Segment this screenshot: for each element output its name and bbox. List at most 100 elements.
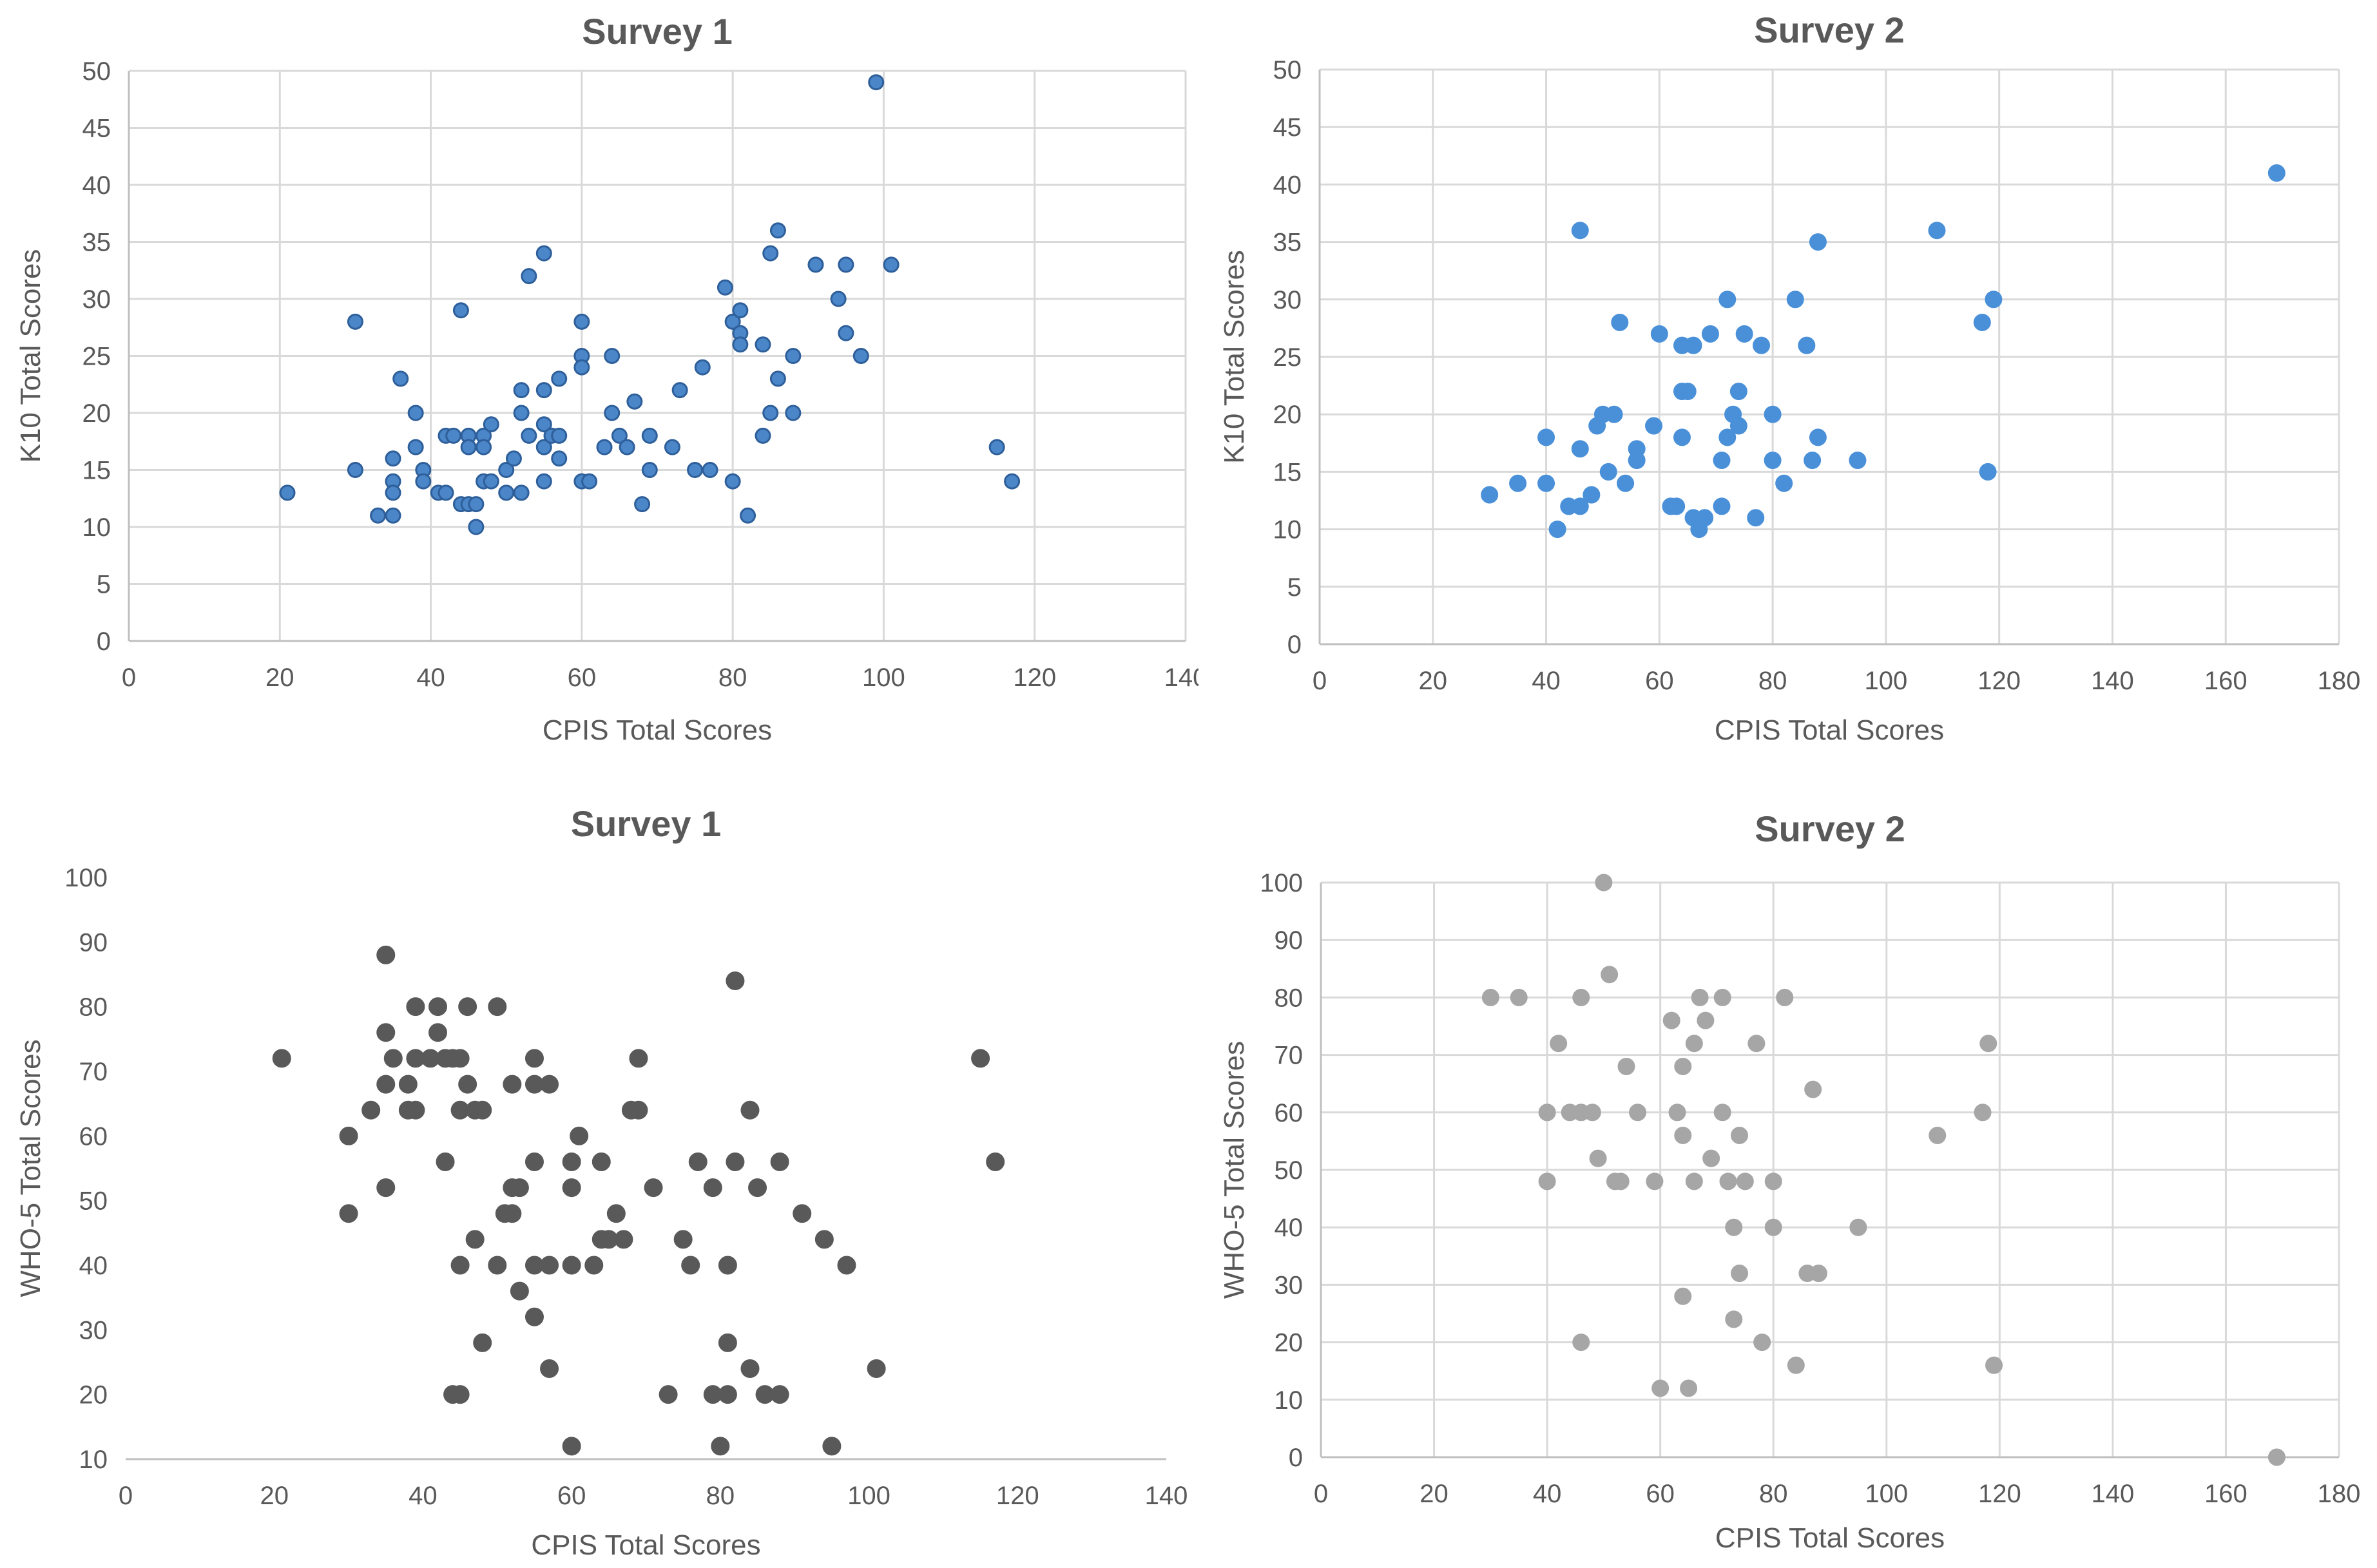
data-point: [688, 1152, 707, 1171]
tick-labels: 10 20 30 40 50 60 70 80 90 100 0 20 40 60 80 100 120 140: [64, 864, 1188, 1510]
data-point: [1645, 417, 1663, 435]
data-point: [2267, 1448, 2286, 1466]
data-point: [785, 348, 802, 364]
y-tick-label: 40: [1275, 1214, 1304, 1242]
y-tick-label: 30: [1275, 1271, 1304, 1299]
data-point: [626, 393, 643, 410]
y-tick-label: 10: [1273, 516, 1302, 544]
y-tick-label: 0: [1287, 631, 1302, 659]
data-point: [407, 405, 424, 421]
data-point: [1713, 988, 1731, 1006]
data-point: [641, 427, 658, 444]
data-point: [732, 302, 749, 319]
y-tick-label: 20: [82, 399, 111, 428]
data-point: [361, 1100, 381, 1120]
data-point: [724, 313, 741, 330]
data-point: [596, 439, 613, 455]
data-point: [1537, 474, 1555, 492]
x-tick-label: 40: [409, 1482, 438, 1510]
data-point: [1718, 428, 1737, 446]
data-point: [406, 1100, 425, 1120]
x-tick-label: 60: [1646, 1480, 1675, 1508]
data-point: [770, 1152, 789, 1171]
data-point: [671, 382, 688, 399]
data-point: [740, 1100, 760, 1120]
data-point: [1713, 452, 1731, 470]
y-tick-label: 0: [97, 627, 111, 656]
data-point: [852, 348, 869, 364]
y-axis-title: K10 Total Scores: [15, 249, 46, 463]
data-point: [1798, 336, 1816, 354]
x-tick-label: 160: [2204, 1480, 2247, 1508]
x-axis-title: CPIS Total Scores: [531, 1529, 760, 1561]
y-tick-label: 35: [82, 229, 111, 257]
x-tick-label: 160: [2204, 667, 2247, 695]
data-point: [573, 359, 590, 376]
x-tick-label: 180: [2318, 667, 2361, 695]
x-tick-label: 60: [557, 1482, 586, 1510]
chart-survey1-who5: 10 20 30 40 50 60 70 80 90 100 0 20 40 60 80 100 120 140 …: [0, 754, 1198, 1565]
data-point: [1599, 463, 1617, 481]
y-tick-label: 30: [79, 1316, 108, 1344]
y-tick-label: 25: [1273, 343, 1302, 372]
x-tick-label: 120: [996, 1482, 1039, 1510]
data-point: [450, 1049, 470, 1068]
data-point: [1753, 1334, 1771, 1352]
y-tick-label: 25: [82, 343, 111, 371]
data-point: [1612, 1172, 1630, 1190]
data-point: [398, 1075, 418, 1094]
data-point: [465, 1230, 485, 1249]
data-point: [521, 268, 537, 285]
data-point: [1572, 988, 1590, 1006]
y-tick-label: 80: [1275, 984, 1304, 1012]
x-axis-title: CPIS Total Scores: [543, 714, 772, 746]
x-tick-label: 60: [1645, 667, 1674, 695]
x-tick-label: 40: [1532, 667, 1561, 695]
data-point: [513, 484, 530, 501]
data-point: [724, 473, 741, 490]
data-point: [524, 1152, 544, 1171]
data-point: [659, 1385, 678, 1404]
data-point: [1651, 1379, 1670, 1397]
data-point: [562, 1437, 581, 1456]
data-point: [1629, 1104, 1647, 1122]
y-tick-label: 0: [1289, 1444, 1303, 1472]
data-point: [748, 1178, 767, 1198]
data-point: [551, 450, 568, 467]
data-point: [673, 1230, 693, 1249]
tick-labels: 0 5 10 15 20 25 30 35 40 45 50 0 20 40 60 80 100 120 140: [82, 57, 1208, 692]
axes: [128, 71, 1186, 642]
data-point: [581, 473, 598, 490]
y-tick-label: 30: [82, 285, 111, 314]
data-point: [513, 405, 530, 421]
data-point: [1628, 452, 1646, 470]
y-axis-title: WHO-5 Total Scores: [1218, 1041, 1250, 1299]
chart-survey2-k10: 0 5 10 15 20 25 30 35 40 45 50 0 20 40 60 80 100 120 140 16…: [1198, 0, 2377, 754]
data-point: [837, 1256, 856, 1275]
data-point: [1764, 405, 1782, 423]
y-tick-label: 20: [1275, 1329, 1304, 1357]
x-tick-label: 20: [1419, 667, 1448, 695]
y-axis-title: K10 Total Scores: [1218, 250, 1250, 464]
y-tick-label: 100: [1260, 869, 1303, 897]
data-point: [830, 291, 847, 307]
data-point: [606, 1204, 626, 1223]
data-point: [483, 416, 499, 433]
chart-svg: 0 10 20 30 40 50 60 70 80 90 100 0 20 40 60 80 100 120 140…: [1218, 808, 2360, 1554]
data-point: [272, 1049, 291, 1068]
data-point: [1809, 233, 1827, 251]
data-point: [868, 74, 885, 91]
data-point: [428, 997, 447, 1017]
data-point: [1601, 966, 1619, 984]
data-point: [1589, 1149, 1607, 1167]
data-point: [339, 1204, 358, 1223]
data-point: [370, 507, 387, 524]
data-point: [476, 439, 492, 455]
gridlines: [128, 70, 1187, 641]
data-point: [488, 997, 507, 1017]
data-point: [1753, 336, 1771, 354]
data-point: [584, 1256, 604, 1275]
data-point: [1764, 1218, 1782, 1236]
data-point: [988, 439, 1005, 455]
